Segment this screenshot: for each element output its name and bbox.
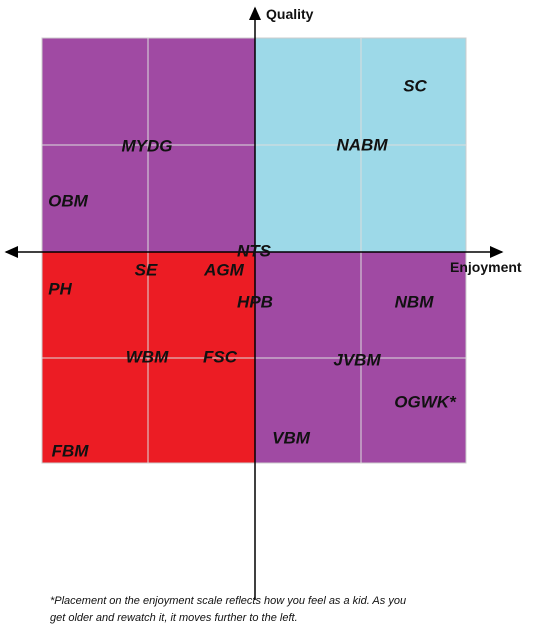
item: FBM: [52, 441, 90, 460]
item: OBM: [48, 191, 89, 210]
axis-label: Enjoyment: [450, 259, 522, 275]
footnote: get older and rewatch it, it moves furth…: [50, 612, 298, 624]
item: AGM: [203, 260, 245, 279]
item: NBM: [395, 292, 435, 311]
item: OGWK*: [394, 392, 457, 411]
item: NTS: [237, 241, 272, 260]
item: MYDG: [122, 136, 173, 155]
item: WBM: [126, 347, 169, 366]
item: JVBM: [333, 350, 381, 369]
item: HPB: [237, 292, 273, 311]
item: FSC: [203, 347, 238, 366]
item: SC: [403, 76, 427, 95]
footnote: *Placement on the enjoyment scale reflec…: [50, 595, 406, 607]
item: SE: [135, 260, 158, 279]
item: PH: [48, 279, 72, 298]
item: VBM: [272, 428, 311, 447]
item: NABM: [337, 135, 389, 154]
axis-label: Quality: [266, 6, 314, 22]
frame: [41, 37, 467, 464]
